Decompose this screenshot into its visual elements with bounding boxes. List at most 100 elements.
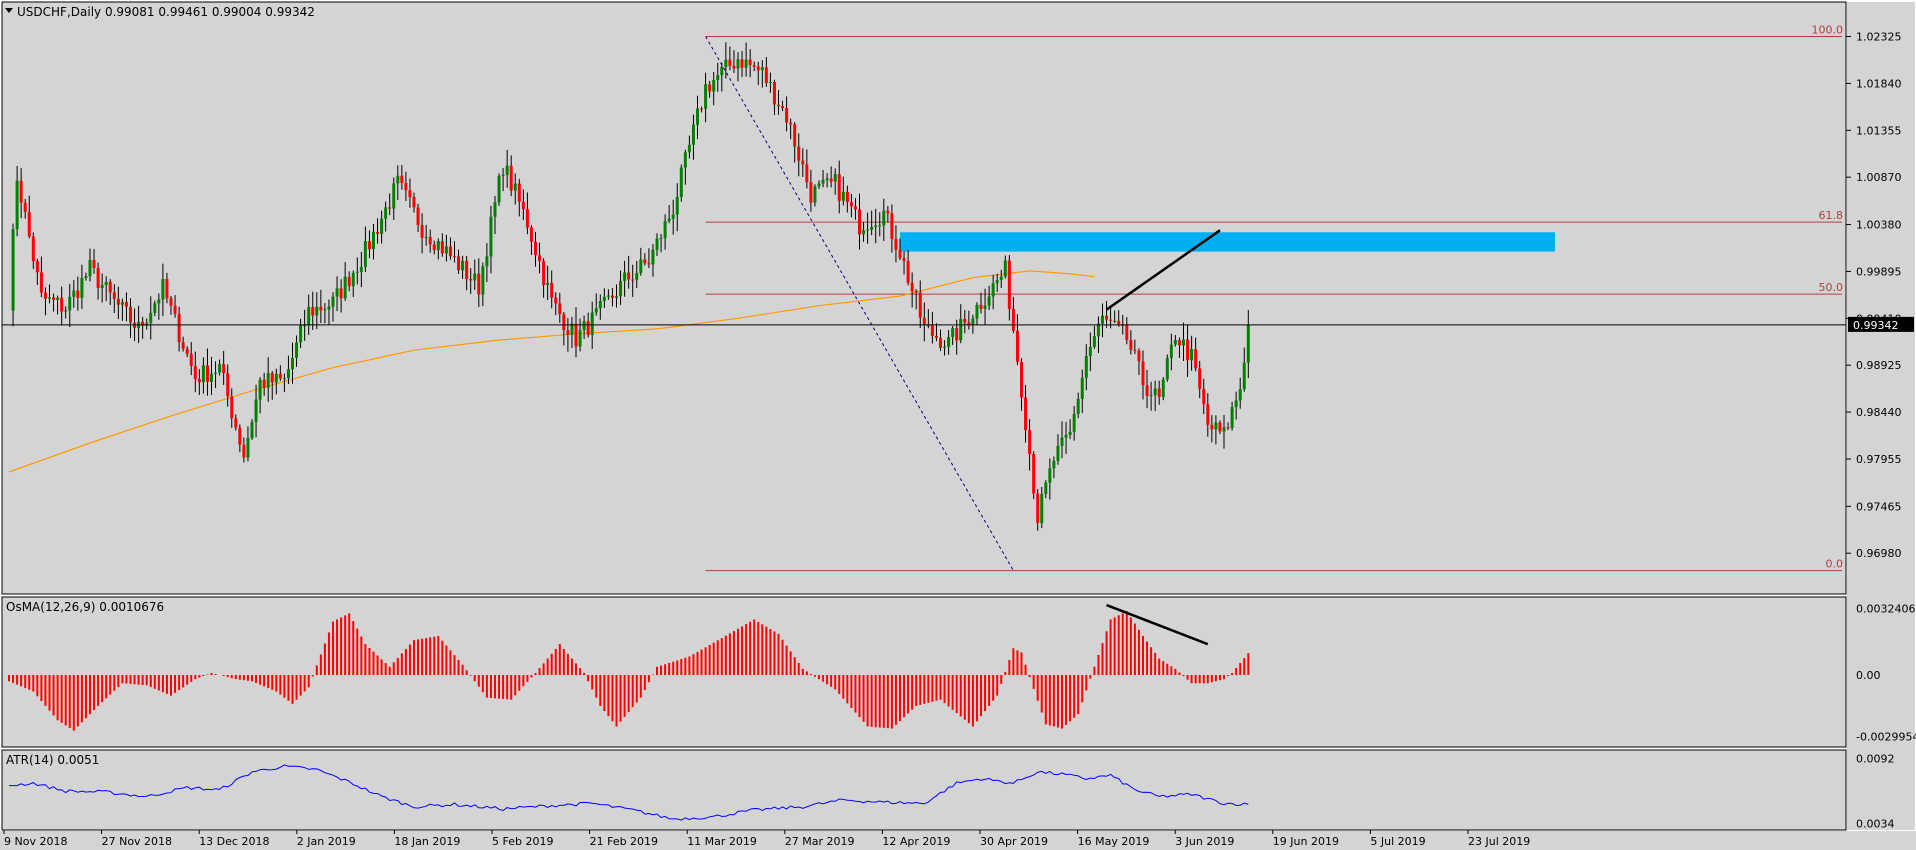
- candle-body[interactable]: [299, 325, 303, 343]
- candle-body[interactable]: [250, 421, 254, 439]
- candle-body[interactable]: [185, 348, 189, 354]
- candle-body[interactable]: [84, 276, 88, 278]
- candle-body[interactable]: [1226, 427, 1230, 429]
- candle-body[interactable]: [509, 165, 513, 191]
- candle-body[interactable]: [319, 306, 323, 311]
- candle-body[interactable]: [570, 323, 574, 335]
- candle-body[interactable]: [145, 322, 149, 326]
- candle-body[interactable]: [428, 236, 432, 245]
- candle-body[interactable]: [602, 296, 606, 302]
- candle-body[interactable]: [797, 146, 801, 161]
- candle-body[interactable]: [1072, 413, 1076, 432]
- candle-body[interactable]: [651, 249, 655, 265]
- candle-body[interactable]: [436, 241, 440, 251]
- candle-body[interactable]: [141, 321, 145, 326]
- candle-body[interactable]: [1194, 349, 1198, 369]
- candle-body[interactable]: [866, 229, 870, 231]
- candle-body[interactable]: [408, 190, 412, 198]
- candle-body[interactable]: [894, 238, 898, 250]
- candle-body[interactable]: [388, 207, 392, 209]
- candle-body[interactable]: [27, 211, 31, 237]
- candle-body[interactable]: [898, 249, 902, 258]
- candle-body[interactable]: [1173, 339, 1177, 345]
- candle-body[interactable]: [704, 84, 708, 109]
- candle-body[interactable]: [781, 106, 785, 109]
- candle-body[interactable]: [124, 302, 128, 307]
- candle-body[interactable]: [1040, 493, 1044, 524]
- candle-body[interactable]: [420, 224, 424, 238]
- candle-body[interactable]: [274, 373, 278, 383]
- price-scale[interactable]: [1847, 2, 1915, 830]
- candle-body[interactable]: [558, 303, 562, 315]
- candle-body[interactable]: [1210, 424, 1214, 430]
- candle-body[interactable]: [307, 307, 311, 326]
- candle-body[interactable]: [623, 272, 627, 281]
- candle-body[interactable]: [825, 178, 829, 180]
- candle-body[interactable]: [728, 59, 732, 66]
- candle-body[interactable]: [444, 246, 448, 254]
- candle-body[interactable]: [1186, 339, 1190, 361]
- candle-body[interactable]: [700, 108, 704, 110]
- candle-body[interactable]: [120, 302, 124, 305]
- candle-body[interactable]: [639, 259, 643, 273]
- candle-body[interactable]: [930, 325, 934, 336]
- candle-body[interactable]: [635, 272, 639, 280]
- candle-body[interactable]: [675, 197, 679, 215]
- candle-body[interactable]: [351, 272, 355, 287]
- candle-body[interactable]: [793, 124, 797, 147]
- candle-body[interactable]: [1137, 350, 1141, 362]
- candle-body[interactable]: [566, 330, 570, 335]
- candle-body[interactable]: [853, 206, 857, 210]
- candle-body[interactable]: [768, 81, 772, 83]
- candle-body[interactable]: [1117, 320, 1121, 325]
- candle-body[interactable]: [477, 273, 481, 295]
- candle-body[interactable]: [744, 59, 748, 68]
- candle-body[interactable]: [906, 260, 910, 283]
- candle-body[interactable]: [1080, 377, 1084, 399]
- candle-body[interactable]: [538, 255, 542, 261]
- candle-body[interactable]: [805, 164, 809, 183]
- candle-body[interactable]: [234, 418, 238, 428]
- candle-body[interactable]: [48, 297, 51, 299]
- candle-body[interactable]: [983, 305, 987, 309]
- candle-body[interactable]: [756, 66, 760, 71]
- candle-body[interactable]: [1202, 388, 1206, 405]
- candle-body[interactable]: [432, 244, 436, 251]
- candle-body[interactable]: [777, 104, 780, 107]
- candle-body[interactable]: [400, 175, 404, 183]
- candle-body[interactable]: [542, 260, 546, 285]
- candle-body[interactable]: [396, 175, 400, 184]
- candle-body[interactable]: [874, 225, 878, 228]
- candle-body[interactable]: [165, 279, 169, 299]
- candle-body[interactable]: [546, 282, 550, 285]
- candle-body[interactable]: [359, 266, 363, 272]
- candle-body[interactable]: [513, 183, 517, 191]
- candle-body[interactable]: [902, 257, 906, 261]
- candle-body[interactable]: [39, 272, 43, 293]
- candle-body[interactable]: [1125, 324, 1129, 340]
- candle-body[interactable]: [238, 427, 242, 445]
- candle-body[interactable]: [254, 399, 258, 422]
- candle-body[interactable]: [112, 292, 116, 299]
- candle-body[interactable]: [821, 179, 825, 184]
- candle-body[interactable]: [829, 178, 833, 182]
- candle-body[interactable]: [205, 365, 209, 382]
- candle-body[interactable]: [481, 266, 485, 295]
- candle-body[interactable]: [1149, 395, 1153, 397]
- candle-body[interactable]: [35, 261, 39, 273]
- candle-body[interactable]: [1198, 368, 1202, 389]
- candle-body[interactable]: [489, 216, 493, 257]
- candle-body[interactable]: [740, 59, 744, 68]
- candle-body[interactable]: [849, 202, 853, 207]
- candle-body[interactable]: [963, 318, 967, 323]
- candle-body[interactable]: [955, 328, 959, 341]
- candle-body[interactable]: [679, 167, 683, 198]
- candle-body[interactable]: [347, 276, 351, 287]
- candle-body[interactable]: [991, 283, 995, 297]
- candle-body[interactable]: [339, 288, 343, 299]
- candle-body[interactable]: [64, 310, 68, 312]
- candle-body[interactable]: [214, 372, 218, 374]
- candle-body[interactable]: [1230, 407, 1234, 429]
- candle-body[interactable]: [104, 281, 108, 286]
- candle-body[interactable]: [392, 183, 396, 209]
